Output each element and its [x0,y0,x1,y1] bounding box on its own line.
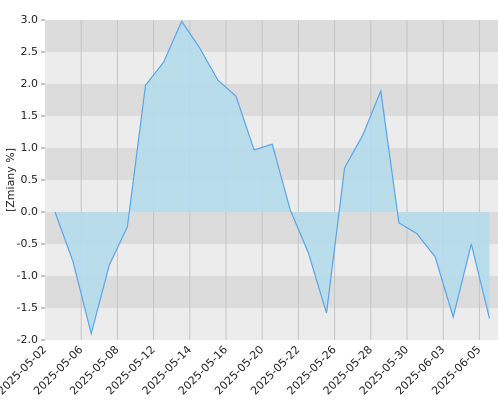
band [45,84,498,116]
band [45,276,498,308]
area [55,21,490,334]
y-tick-label: 0.0 [21,205,39,218]
band [45,116,498,148]
y-tick-label: 2.0 [21,77,39,90]
y-tick-label: 1.0 [21,141,39,154]
y-tick-label: -0.5 [17,237,38,250]
y-tick-label: 2.5 [21,45,39,58]
y-tick-label: 0.5 [21,173,39,186]
y-tick-label: 3.0 [21,13,39,26]
y-tick-label: -1.0 [17,269,38,282]
y-axis-label: [Zmiany %] [4,148,17,212]
y-tick-label: -1.5 [17,301,38,314]
band [45,244,498,276]
y-tick-label: 1.5 [21,109,39,122]
band [45,308,498,340]
y-tick-label: -2.0 [17,333,38,346]
band [45,20,498,52]
band [45,52,498,84]
line [54,20,490,336]
